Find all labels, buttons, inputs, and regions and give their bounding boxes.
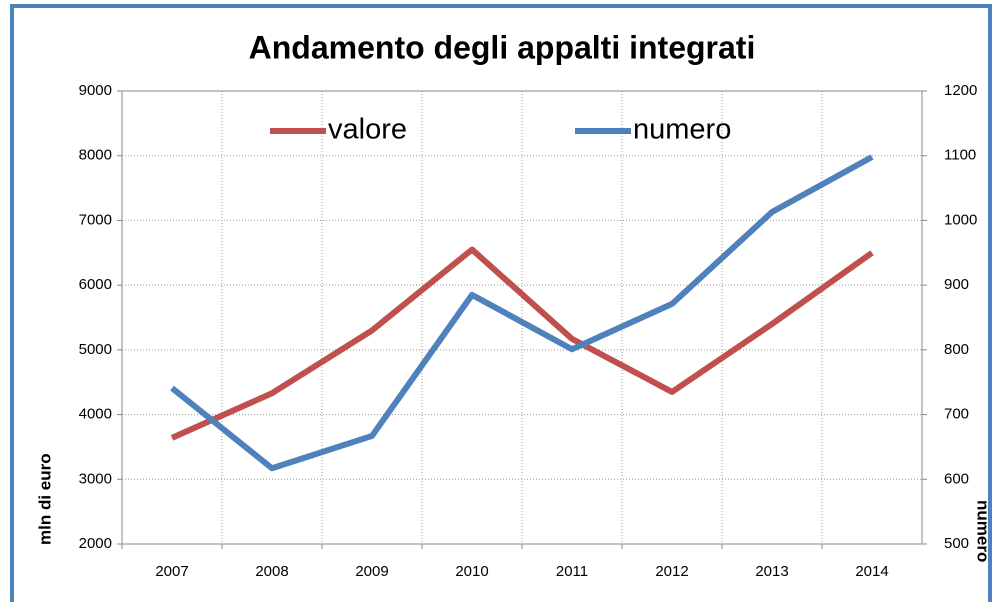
y-tick-label: 8000 [79, 147, 112, 164]
chart-title: Andamento degli appalti integrati [249, 29, 756, 65]
y2-tick-label: 800 [944, 341, 969, 358]
y2-tick-label: 1100 [944, 147, 976, 164]
chart-frame [10, 4, 992, 602]
x-tick-label: 2010 [455, 563, 488, 580]
x-tick-label: 2008 [255, 563, 288, 580]
y2-tick-label: 1000 [944, 211, 977, 228]
y-tick-label: 6000 [79, 276, 112, 293]
x-tick-label: 2011 [556, 563, 588, 580]
legend-label: numero [633, 114, 731, 146]
y-tick-label: 2000 [79, 535, 112, 552]
x-tick-label: 2013 [755, 563, 788, 580]
y-tick-label: 9000 [79, 82, 112, 99]
y2-tick-label: 1200 [944, 82, 977, 99]
y-tick-label: 7000 [79, 211, 112, 228]
series-line [170, 154, 874, 472]
y-tick-label: 3000 [79, 470, 112, 487]
y-tick-label: 5000 [79, 341, 112, 358]
y-axis-title: mln di euro [35, 453, 54, 545]
y2-axis-title: numero [974, 500, 993, 562]
y2-tick-label: 600 [944, 470, 969, 487]
y-tick-label: 4000 [79, 406, 112, 423]
x-tick-label: 2009 [355, 563, 388, 580]
y2-tick-label: 700 [944, 406, 969, 423]
x-tick-label: 2007 [155, 563, 188, 580]
y2-tick-label: 500 [944, 535, 969, 552]
y2-tick-label: 900 [944, 276, 969, 293]
x-tick-label: 2014 [855, 563, 888, 580]
series-line [170, 246, 874, 441]
x-tick-label: 2012 [655, 563, 688, 580]
legend-label: valore [328, 114, 407, 146]
